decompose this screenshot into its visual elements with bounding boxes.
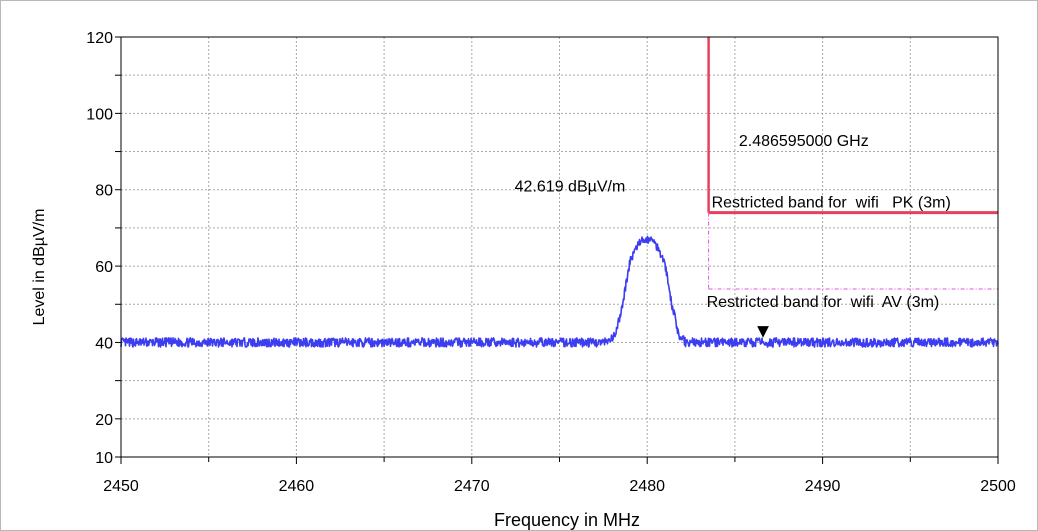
y-tick-label: 80	[95, 183, 113, 200]
marker-symbol: ▼	[753, 320, 773, 342]
x-tick-label: 2470	[454, 478, 490, 495]
y-tick-label: 100	[86, 106, 113, 123]
y-tick-label: 10	[95, 450, 113, 467]
limit-lines	[707, 37, 998, 290]
av-limit-label: Restricted band for wifi AV (3m)	[707, 294, 940, 311]
y-tick-label: 120	[86, 30, 113, 47]
x-tick-labels: 2450 2460 2470 2480 2490 2500	[103, 478, 1016, 495]
axis-ticks	[115, 36, 999, 464]
x-tick-label: 2500	[980, 478, 1016, 495]
marker-level-annotation: 42.619 dBµV/m	[515, 179, 626, 196]
spectrum-trace	[120, 235, 999, 348]
pk-limit-label: Restricted band for wifi PK (3m)	[712, 195, 951, 212]
y-tick-label: 40	[95, 335, 113, 352]
marker-frequency-annotation: 2.486595000 GHz	[739, 133, 869, 150]
plot-border	[120, 36, 999, 458]
y-tick-label: 60	[95, 259, 113, 276]
x-tick-label: 2490	[805, 478, 841, 495]
y-tick-label: 20	[95, 412, 113, 429]
grid-lines	[121, 37, 998, 457]
x-tick-label: 2480	[629, 478, 665, 495]
x-tick-label: 2460	[279, 478, 315, 495]
x-tick-label: 2450	[103, 478, 139, 495]
y-axis-label: Level in dBµV/m	[31, 209, 48, 326]
x-axis-label: Frequency in MHz	[494, 510, 640, 530]
y-tick-labels: 10 20 40 60 80 100 120	[86, 30, 113, 467]
